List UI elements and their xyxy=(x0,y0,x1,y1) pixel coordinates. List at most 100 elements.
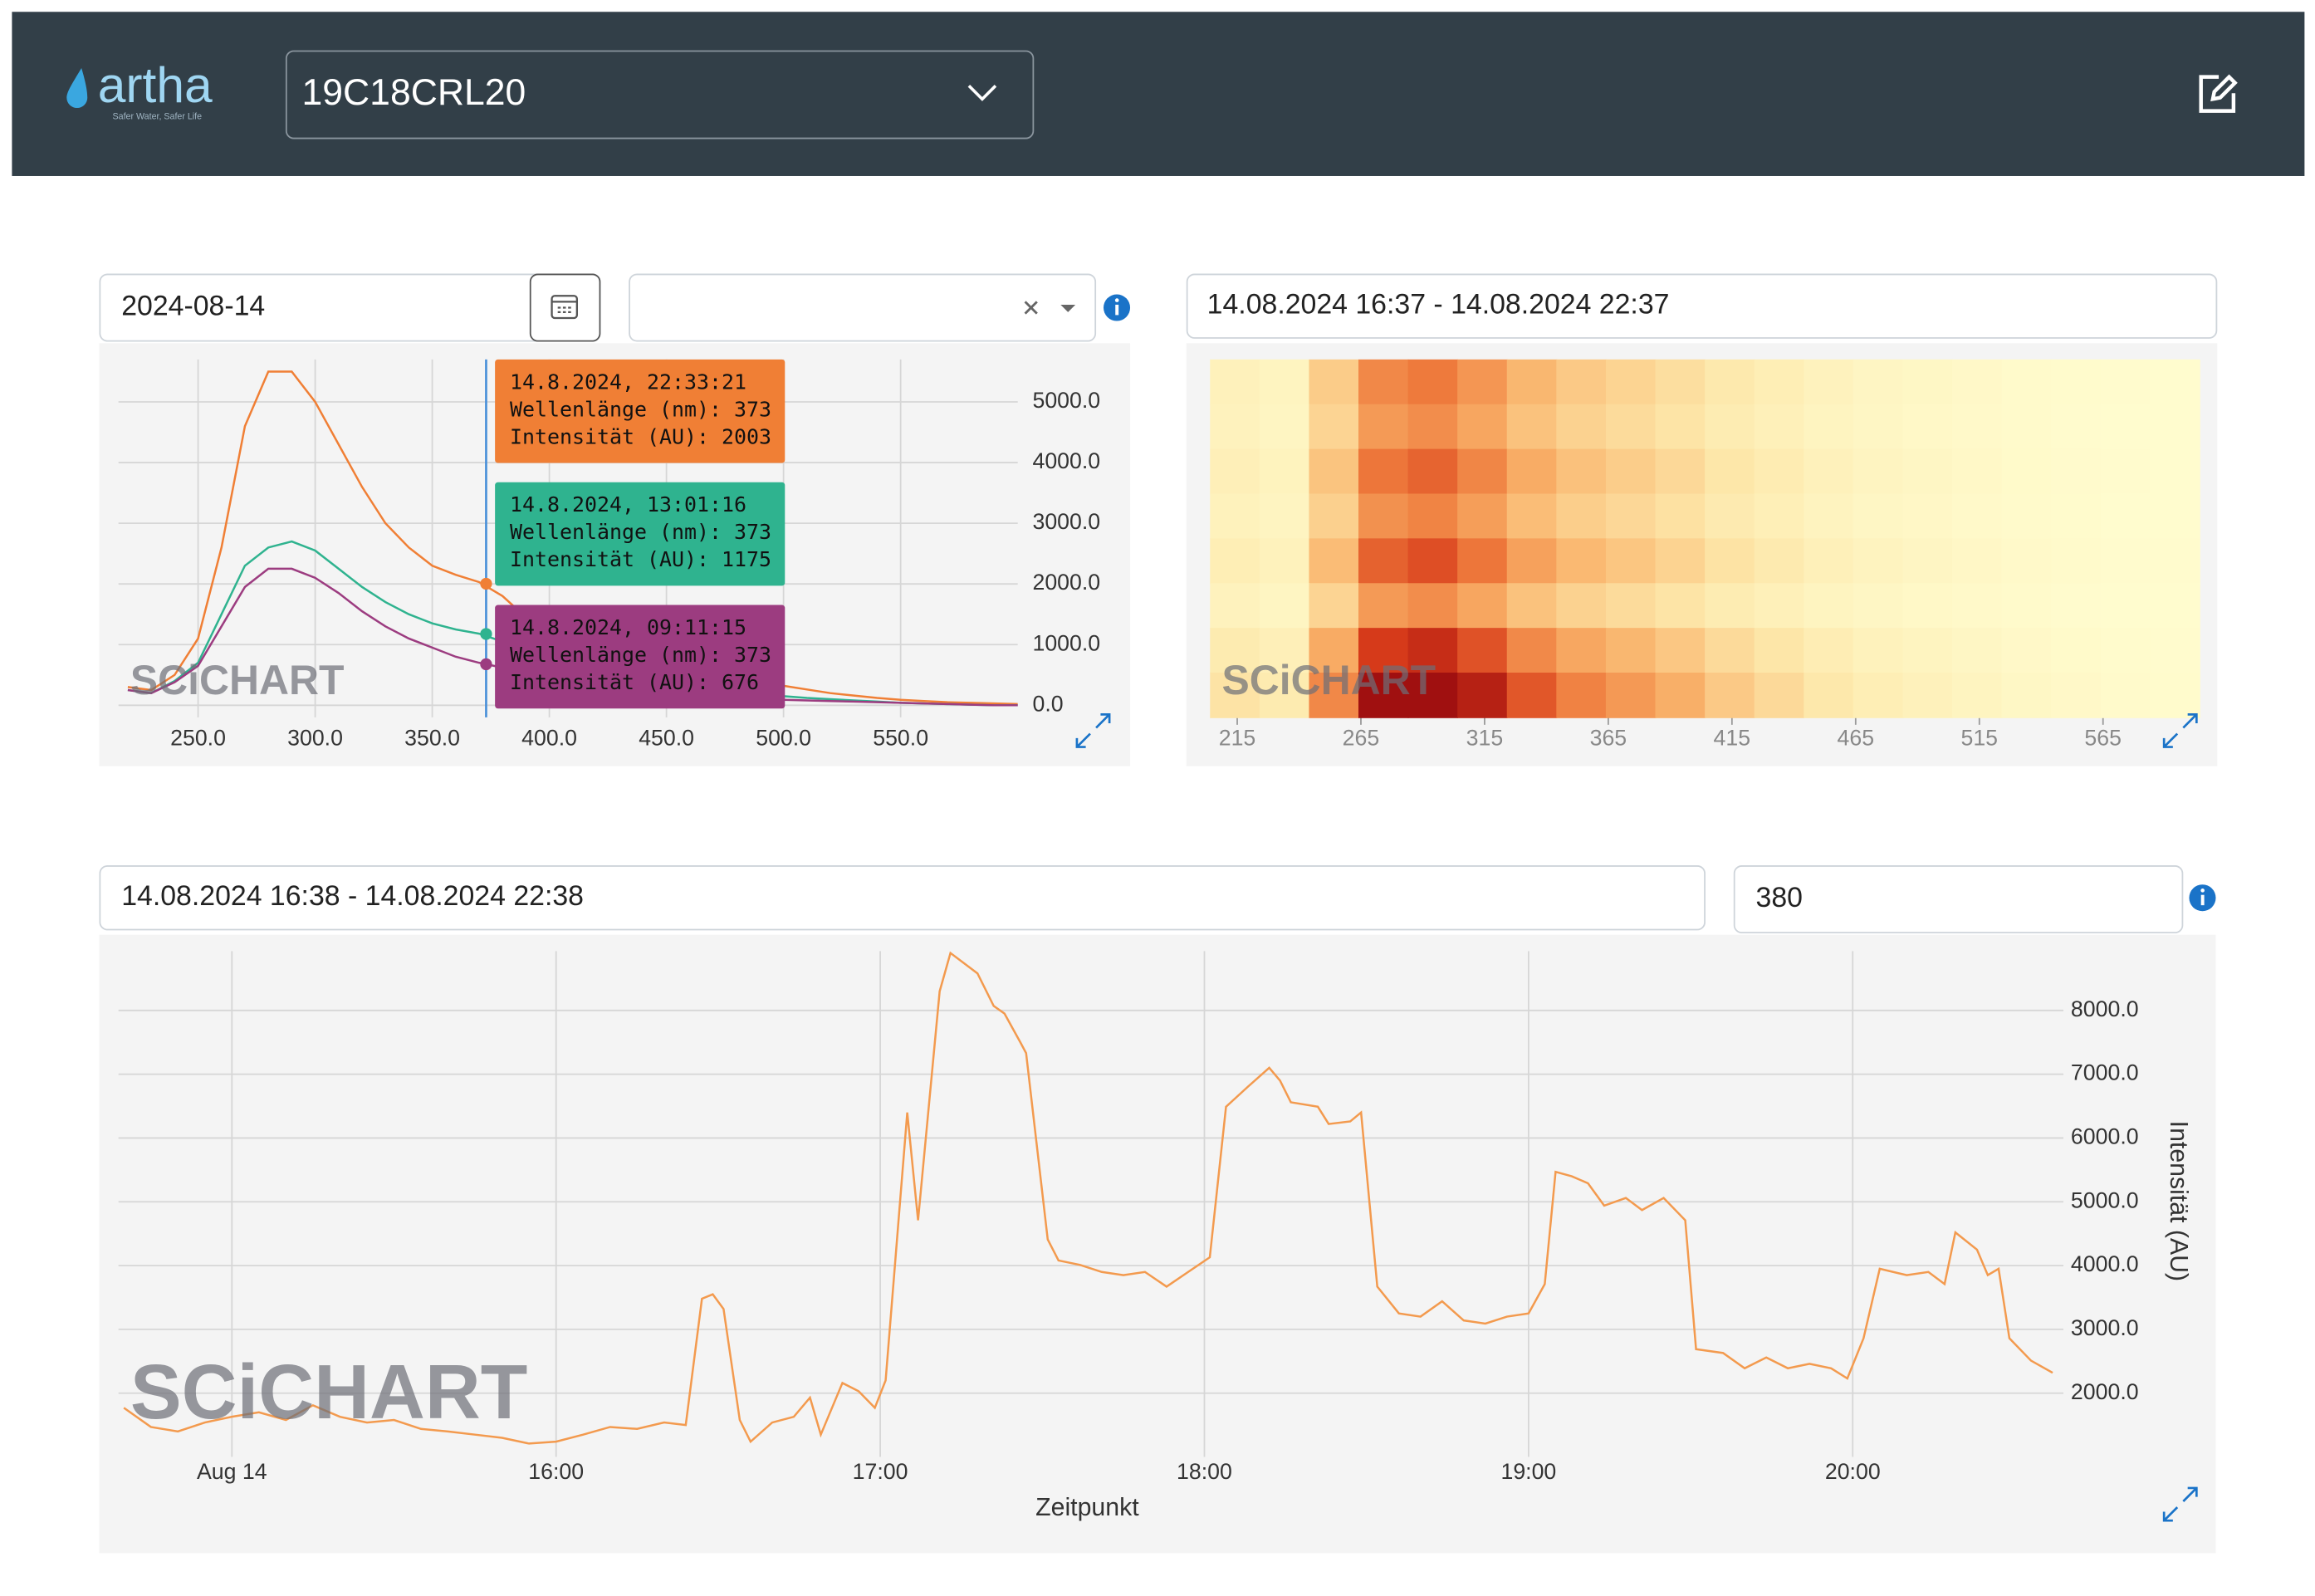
heatmap-cell xyxy=(2100,404,2151,450)
heatmap-cell xyxy=(1852,359,1904,405)
heatmap-cell xyxy=(1556,359,1607,405)
heatmap-cell xyxy=(1457,359,1508,405)
heatmap-cell xyxy=(1754,673,1805,718)
heatmap-cell xyxy=(1506,673,1558,718)
heatmap-cell xyxy=(1259,628,1310,673)
heatmap-cell xyxy=(1804,628,1854,673)
heatmap-cell xyxy=(1754,583,1805,629)
edit-icon[interactable] xyxy=(2199,74,2238,113)
watermark: SCiCHART xyxy=(130,1349,527,1435)
heatmap-cell xyxy=(1804,583,1854,629)
timeseries-range-input[interactable] xyxy=(99,865,1706,931)
cursor-marker xyxy=(480,577,492,590)
tooltip-text: Wellenlänge (nm): 373 xyxy=(510,397,771,421)
heatmap-cell xyxy=(1655,448,1706,495)
timeseries-panel xyxy=(99,934,2216,1554)
heatmap-cell xyxy=(2051,448,2102,495)
heatmap-cell xyxy=(1457,628,1508,673)
x-tick-label: Aug 14 xyxy=(197,1459,267,1484)
y-tick-label: 4000.0 xyxy=(2071,1251,2139,1276)
tagline: Safer Water, Safer Life xyxy=(113,112,203,122)
heatmap-cell xyxy=(1951,673,2003,718)
heatmap-cell xyxy=(1655,404,1706,450)
y-tick-label: 5000.0 xyxy=(1032,388,1100,413)
heatmap-cell xyxy=(1210,628,1260,673)
heatmap-cell xyxy=(1407,359,1459,405)
heatmap-cell xyxy=(2100,493,2151,540)
heatmap-cell xyxy=(2150,538,2200,585)
heatmap-cell xyxy=(1705,448,1755,495)
x-tick-label: 400.0 xyxy=(521,726,577,751)
y-tick-label: 3000.0 xyxy=(2071,1315,2139,1340)
tooltip-text: Intensität (AU): 2003 xyxy=(510,424,771,448)
info-icon[interactable] xyxy=(1103,294,1131,321)
x-tick-label: 300.0 xyxy=(287,726,343,751)
heatmap-cell xyxy=(1605,673,1657,718)
info-icon[interactable] xyxy=(2189,884,2216,912)
timeseries-range: 14.08.2024 16:38 - 14.08.2024 22:38 xyxy=(121,880,584,912)
heatmap-cell xyxy=(1309,628,1359,673)
heatmap-range-input[interactable] xyxy=(1186,273,2218,339)
spectrum-select[interactable] xyxy=(629,273,1097,342)
caret xyxy=(1060,304,1076,312)
heatmap-cell xyxy=(1902,448,1953,495)
heatmap-cell xyxy=(1605,404,1657,450)
heatmap-cell xyxy=(2001,628,2053,673)
heatmap-cell xyxy=(1655,538,1706,585)
heatmap-cell xyxy=(1605,538,1657,585)
x-tick-label: 550.0 xyxy=(873,726,928,751)
expand-icon[interactable] xyxy=(1075,713,1111,748)
y-tick-label: 6000.0 xyxy=(2071,1124,2139,1149)
tooltip-text: 14.8.2024, 22:33:21 xyxy=(510,370,746,394)
heatmap-cell xyxy=(1309,538,1359,585)
x-tick-label: 265 xyxy=(1343,726,1380,751)
x-tick-label: 415 xyxy=(1714,726,1751,751)
heatmap-cell xyxy=(1457,493,1508,540)
heatmap-cell xyxy=(1852,493,1904,540)
heatmap-cell xyxy=(1210,673,1260,718)
clear-icon[interactable] xyxy=(1024,301,1038,315)
tooltip-text: 14.8.2024, 09:11:15 xyxy=(510,615,746,639)
heatmap-cell xyxy=(1358,673,1409,718)
heatmap-cell xyxy=(2051,628,2102,673)
expand-icon[interactable] xyxy=(2162,713,2198,748)
heatmap-cell xyxy=(1259,583,1310,629)
watermark: SCiCHART xyxy=(130,657,345,703)
heatmap-cell xyxy=(2051,404,2102,450)
heatmap-cell xyxy=(1506,404,1558,450)
heatmap-cell xyxy=(2001,583,2053,629)
heatmap-cell xyxy=(2150,359,2200,405)
x-tick-label: 16:00 xyxy=(528,1459,584,1484)
wavelength-input[interactable] xyxy=(1733,865,2184,933)
heatmap-cell xyxy=(2051,493,2102,540)
heatmap-cell xyxy=(1506,448,1558,495)
cursor-marker xyxy=(480,658,492,671)
tooltip-text: Intensität (AU): 676 xyxy=(510,670,759,694)
heatmap-cell xyxy=(1210,538,1260,585)
heatmap-cell xyxy=(2150,673,2200,718)
heatmap-cell xyxy=(1655,673,1706,718)
heatmap-cell xyxy=(2001,538,2053,585)
heatmap-cell xyxy=(2100,359,2151,405)
heatmap-cell xyxy=(1902,493,1953,540)
heatmap-cell xyxy=(2051,673,2102,718)
heatmap-cell xyxy=(1754,538,1805,585)
heatmap-cell xyxy=(1358,538,1409,585)
heatmap-cell xyxy=(1210,493,1260,540)
heatmap-cell xyxy=(1655,493,1706,540)
x-tick-label: 315 xyxy=(1466,726,1504,751)
heatmap-cell xyxy=(1309,404,1359,450)
heatmap-cell xyxy=(1309,493,1359,540)
heatmap-cell xyxy=(1705,404,1755,450)
device-select[interactable] xyxy=(285,50,1035,140)
heatmap-cell xyxy=(1407,448,1459,495)
expand-icon[interactable] xyxy=(2162,1486,2198,1522)
heatmap-cell xyxy=(1804,448,1854,495)
series-line xyxy=(123,951,2053,1445)
heatmap-cell xyxy=(1902,538,1953,585)
heatmap-cell xyxy=(1457,404,1508,450)
heatmap-cell xyxy=(1605,448,1657,495)
heatmap-cell xyxy=(1556,628,1607,673)
heatmap-cell xyxy=(1902,583,1953,629)
